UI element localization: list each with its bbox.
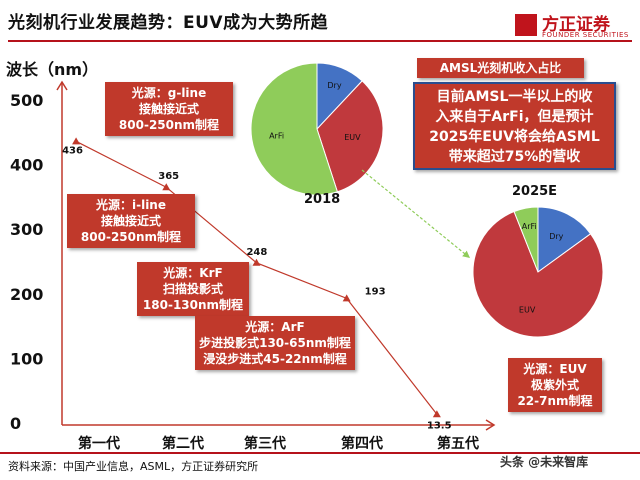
pie-chart-2025e: Dry EUV ArFi <box>472 206 604 338</box>
title-divider <box>8 40 632 42</box>
x-axis-arrow <box>485 419 496 431</box>
data-label: 193 <box>365 286 386 297</box>
amsl-note: 目前AMSL一半以上的收 入来自于ArFi，但是预计 2025年EUV将会给AS… <box>413 82 616 170</box>
annotation-line: 光源：i-line <box>95 198 166 212</box>
annotation-line: 浸没步进式45-22nm制程 <box>203 352 347 366</box>
annotation-arf: 光源：ArF 步进投影式130-65nm制程 浸没步进式45-22nm制程 <box>195 316 355 370</box>
pie-slice-arfi <box>513 206 539 273</box>
pie-slice-label: ArFi <box>522 222 537 231</box>
annotation-line: 步进投影式130-65nm制程 <box>199 336 351 350</box>
pie-chart-2018: Dry EUV ArFi <box>250 62 384 196</box>
founder-logo-icon <box>515 14 537 36</box>
amsl-revenue-caption: AMSL光刻机收入占比 <box>417 58 584 78</box>
data-label: 365 <box>158 171 179 182</box>
y-tick-label: 100 <box>10 349 43 368</box>
annotation-line: 光源：ArF <box>245 320 305 334</box>
pie-slice-euv <box>472 210 604 338</box>
data-label: 13.5 <box>427 420 452 431</box>
note-line: 2025年EUV将会给ASML <box>429 129 600 145</box>
annotation-line: 接触接近式 <box>100 214 161 228</box>
logo-name: 方正证券 <box>542 15 610 35</box>
page-title: 光刻机行业发展趋势：EUV成为大势所趋 <box>8 13 329 33</box>
source-note: 资料来源：中国产业信息，ASML，方正证券研究所 <box>8 460 259 473</box>
pie-slice-label: Dry <box>327 81 341 90</box>
data-point <box>342 294 351 302</box>
x-tick-label: 第五代 <box>437 435 479 452</box>
data-point <box>432 410 441 418</box>
note-line: 入来自于ArFi，但是预计 <box>435 109 594 125</box>
annotation-line: 光源：EUV <box>523 362 587 376</box>
data-label: 436 <box>62 145 83 156</box>
note-line: 带来超过75%的营收 <box>448 149 581 165</box>
pie-slice-euv <box>316 80 384 193</box>
pie-2025-title: 2025E <box>512 184 558 199</box>
y-tick-label: 300 <box>10 220 43 239</box>
x-tick-label: 第三代 <box>244 435 286 452</box>
watermark: 头条 @未来智库 <box>500 455 589 469</box>
pie-2018-title: 2018 <box>304 192 341 207</box>
x-tick-label: 第二代 <box>162 435 204 452</box>
y-tick-label: 200 <box>10 285 43 304</box>
annotation-line: 扫描投影式 <box>162 282 223 296</box>
footer-divider <box>0 452 640 454</box>
x-tick-label: 第四代 <box>341 435 383 452</box>
annotation-line: 22-7nm制程 <box>517 394 593 408</box>
annotation-line: 800-250nm制程 <box>118 118 220 132</box>
note-line: 目前AMSL一半以上的收 <box>436 89 593 105</box>
annotation-line: 光源：g-line <box>131 86 207 100</box>
y-tick-label: 0 <box>10 414 21 433</box>
data-label: 248 <box>246 247 267 258</box>
y-tick-label: 400 <box>10 156 43 175</box>
pie-slice-label: EUV <box>519 305 536 314</box>
data-point <box>72 137 81 145</box>
pie-slice-label: EUV <box>344 133 361 142</box>
annotation-line: 180-130nm制程 <box>142 298 244 312</box>
annotation-krf: 光源：KrF 扫描投影式 180-130nm制程 <box>137 262 249 316</box>
pie-slice-label: ArFi <box>269 131 284 140</box>
y-axis-arrow <box>56 80 68 91</box>
annotation-line: 极紫外式 <box>530 378 579 392</box>
pie-slice-arfi <box>250 62 339 196</box>
annotation-i-line: 光源：i-line 接触接近式 800-250nm制程 <box>67 194 195 248</box>
annotation-g-line: 光源：g-line 接触接近式 800-250nm制程 <box>105 82 233 136</box>
data-point <box>252 258 261 266</box>
data-point <box>162 183 171 191</box>
logo-name-en: FOUNDER SECURITIES <box>542 31 629 39</box>
pie-slice-label: Dry <box>549 232 563 241</box>
annotation-line: 800-250nm制程 <box>80 230 182 244</box>
annotation-line: 接触接近式 <box>138 102 199 116</box>
pie-slice-dry <box>537 206 592 273</box>
annotation-line: 光源：KrF <box>163 266 223 280</box>
x-tick-label: 第一代 <box>78 435 120 452</box>
annotation-euv: 光源：EUV 极紫外式 22-7nm制程 <box>508 358 602 412</box>
y-tick-label: 500 <box>10 91 43 110</box>
y-axis-label: 波长（nm） <box>6 60 99 79</box>
